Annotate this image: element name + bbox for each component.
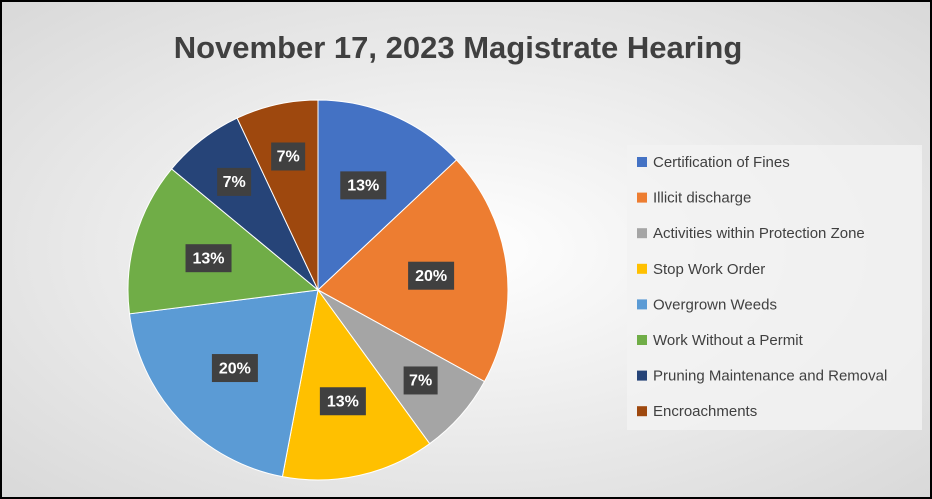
data-label-box [271, 142, 306, 171]
legend-label: Overgrown Weeds [653, 296, 777, 313]
data-label-box [403, 366, 438, 395]
data-label-box [211, 354, 258, 383]
legend-label: Certification of Fines [653, 154, 790, 171]
data-label-box [185, 244, 232, 273]
pie-slice [128, 289, 319, 478]
data-label: 7% [409, 373, 432, 390]
legend-swatch [637, 299, 647, 310]
legend-box [627, 145, 922, 430]
legend-swatch [637, 228, 647, 239]
legend-label: Pruning Maintenance and Removal [653, 368, 887, 385]
pie-slice [281, 288, 431, 481]
data-label: 20% [415, 268, 447, 285]
data-label: 13% [193, 250, 225, 267]
data-label-box [340, 171, 387, 200]
data-label-box [217, 167, 252, 196]
legend-swatch [637, 406, 647, 417]
data-label-box [408, 261, 455, 290]
data-label: 20% [219, 360, 251, 377]
legend-swatch [637, 370, 647, 381]
data-label-box [319, 387, 366, 416]
legend-swatch [637, 192, 647, 203]
legend-label: Stop Work Order [653, 261, 765, 278]
pie-slice [127, 168, 320, 315]
data-label: 13% [327, 393, 359, 410]
legend-label: Activities within Protection Zone [653, 225, 865, 242]
data-label: 13% [347, 178, 379, 195]
legend-label: Work Without a Permit [653, 332, 804, 349]
pie-slice [317, 99, 458, 292]
legend-label: Encroachments [653, 403, 757, 420]
chart-title: November 17, 2023 Magistrate Hearing [174, 30, 743, 65]
data-label: 7% [223, 174, 246, 191]
legend-label: Illicit discharge [653, 190, 751, 207]
data-label: 7% [277, 149, 300, 166]
legend-swatch [637, 335, 647, 345]
legend-swatch [637, 263, 647, 274]
legend-swatch [637, 157, 647, 167]
